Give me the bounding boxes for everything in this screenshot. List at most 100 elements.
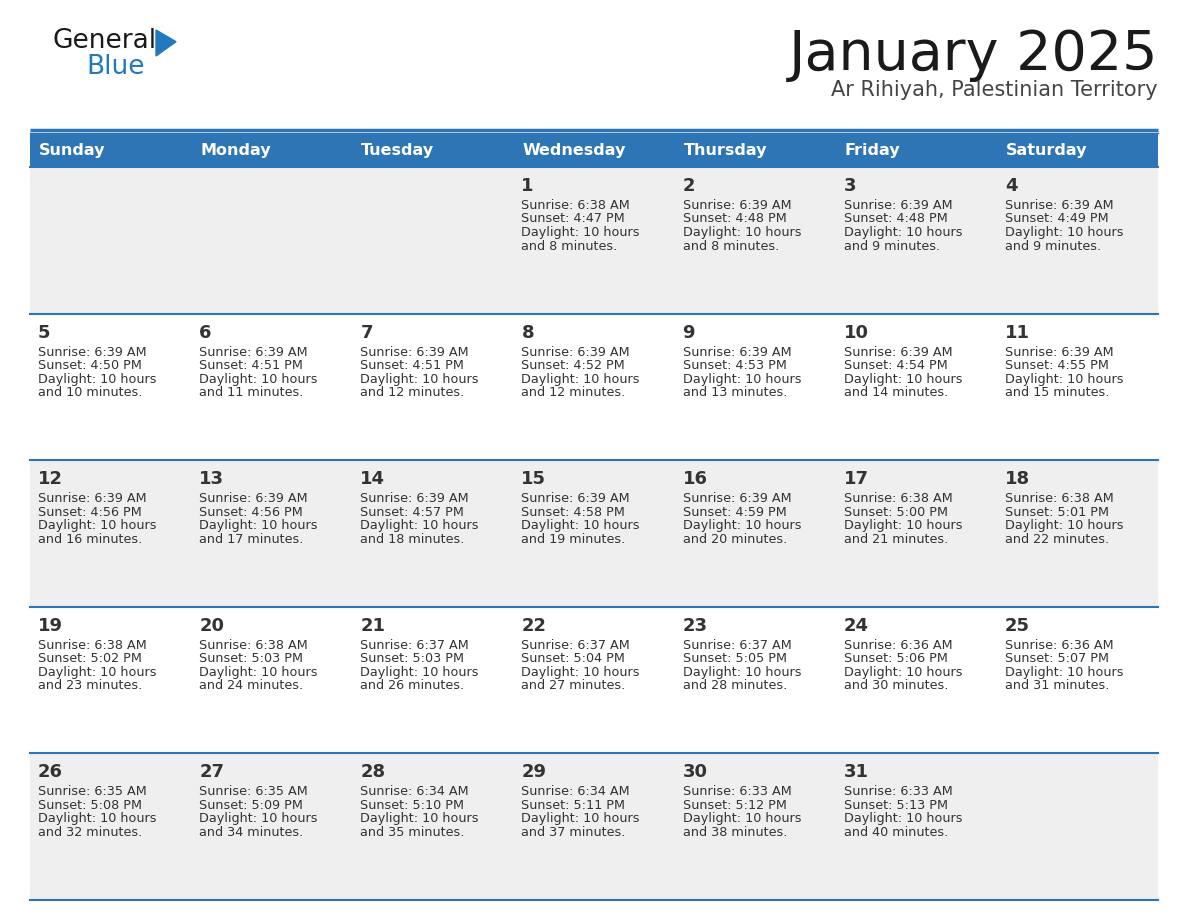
Text: and 21 minutes.: and 21 minutes. — [843, 532, 948, 545]
Text: and 9 minutes.: and 9 minutes. — [1005, 240, 1101, 252]
Text: and 12 minutes.: and 12 minutes. — [522, 386, 626, 399]
Text: Sunset: 4:56 PM: Sunset: 4:56 PM — [38, 506, 141, 519]
Text: Sunrise: 6:34 AM: Sunrise: 6:34 AM — [360, 786, 469, 799]
Text: Sunrise: 6:33 AM: Sunrise: 6:33 AM — [843, 786, 953, 799]
Text: Sunset: 4:54 PM: Sunset: 4:54 PM — [843, 359, 948, 372]
Text: Daylight: 10 hours: Daylight: 10 hours — [522, 666, 640, 678]
Text: Sunrise: 6:36 AM: Sunrise: 6:36 AM — [1005, 639, 1113, 652]
Text: Sunset: 5:01 PM: Sunset: 5:01 PM — [1005, 506, 1108, 519]
Text: Sunset: 4:55 PM: Sunset: 4:55 PM — [1005, 359, 1108, 372]
Text: and 31 minutes.: and 31 minutes. — [1005, 679, 1110, 692]
Text: Sunset: 4:53 PM: Sunset: 4:53 PM — [683, 359, 786, 372]
Text: Saturday: Saturday — [1006, 142, 1087, 158]
FancyBboxPatch shape — [997, 133, 1158, 167]
Text: Daylight: 10 hours: Daylight: 10 hours — [683, 812, 801, 825]
Text: Daylight: 10 hours: Daylight: 10 hours — [522, 812, 640, 825]
Text: Sunrise: 6:37 AM: Sunrise: 6:37 AM — [683, 639, 791, 652]
FancyBboxPatch shape — [353, 133, 513, 167]
Text: Sunrise: 6:39 AM: Sunrise: 6:39 AM — [522, 345, 630, 359]
Text: Sunset: 5:09 PM: Sunset: 5:09 PM — [200, 799, 303, 812]
Text: January 2025: January 2025 — [789, 28, 1158, 82]
Text: Sunrise: 6:37 AM: Sunrise: 6:37 AM — [360, 639, 469, 652]
Text: 19: 19 — [38, 617, 63, 635]
Text: General: General — [52, 28, 156, 54]
Text: and 27 minutes.: and 27 minutes. — [522, 679, 626, 692]
Text: Blue: Blue — [86, 54, 145, 80]
Text: Monday: Monday — [200, 142, 271, 158]
Text: Daylight: 10 hours: Daylight: 10 hours — [200, 520, 317, 532]
Text: Sunrise: 6:38 AM: Sunrise: 6:38 AM — [38, 639, 147, 652]
Text: 9: 9 — [683, 324, 695, 341]
Text: Sunrise: 6:39 AM: Sunrise: 6:39 AM — [843, 199, 953, 212]
Text: Sunrise: 6:38 AM: Sunrise: 6:38 AM — [200, 639, 308, 652]
Text: Sunset: 4:47 PM: Sunset: 4:47 PM — [522, 212, 625, 226]
Text: and 19 minutes.: and 19 minutes. — [522, 532, 626, 545]
Text: 5: 5 — [38, 324, 51, 341]
Text: and 30 minutes.: and 30 minutes. — [843, 679, 948, 692]
Text: Sunset: 5:02 PM: Sunset: 5:02 PM — [38, 653, 141, 666]
Text: 27: 27 — [200, 764, 225, 781]
Text: Sunset: 5:12 PM: Sunset: 5:12 PM — [683, 799, 786, 812]
Text: and 22 minutes.: and 22 minutes. — [1005, 532, 1108, 545]
FancyBboxPatch shape — [30, 754, 1158, 900]
Text: Sunset: 5:04 PM: Sunset: 5:04 PM — [522, 653, 625, 666]
Text: Daylight: 10 hours: Daylight: 10 hours — [360, 520, 479, 532]
FancyBboxPatch shape — [513, 133, 675, 167]
Polygon shape — [156, 30, 176, 56]
Text: 7: 7 — [360, 324, 373, 341]
Text: Sunset: 5:08 PM: Sunset: 5:08 PM — [38, 799, 143, 812]
Text: 3: 3 — [843, 177, 857, 195]
Text: and 11 minutes.: and 11 minutes. — [200, 386, 303, 399]
Text: 14: 14 — [360, 470, 385, 488]
Text: 28: 28 — [360, 764, 385, 781]
FancyBboxPatch shape — [835, 133, 997, 167]
Text: and 16 minutes.: and 16 minutes. — [38, 532, 143, 545]
Text: Sunrise: 6:39 AM: Sunrise: 6:39 AM — [38, 345, 146, 359]
Text: and 18 minutes.: and 18 minutes. — [360, 532, 465, 545]
Text: Daylight: 10 hours: Daylight: 10 hours — [683, 520, 801, 532]
Text: and 17 minutes.: and 17 minutes. — [200, 532, 303, 545]
Text: and 23 minutes.: and 23 minutes. — [38, 679, 143, 692]
Text: 24: 24 — [843, 617, 868, 635]
Text: 10: 10 — [843, 324, 868, 341]
Text: Sunrise: 6:39 AM: Sunrise: 6:39 AM — [360, 492, 469, 505]
Text: 16: 16 — [683, 470, 708, 488]
Text: 25: 25 — [1005, 617, 1030, 635]
Text: Daylight: 10 hours: Daylight: 10 hours — [38, 373, 157, 386]
Text: 2: 2 — [683, 177, 695, 195]
Text: 23: 23 — [683, 617, 708, 635]
Text: Daylight: 10 hours: Daylight: 10 hours — [522, 520, 640, 532]
Text: Sunset: 4:50 PM: Sunset: 4:50 PM — [38, 359, 141, 372]
FancyBboxPatch shape — [30, 167, 1158, 314]
Text: Daylight: 10 hours: Daylight: 10 hours — [200, 812, 317, 825]
Text: Sunset: 5:03 PM: Sunset: 5:03 PM — [200, 653, 303, 666]
Text: 26: 26 — [38, 764, 63, 781]
Text: Sunset: 5:05 PM: Sunset: 5:05 PM — [683, 653, 786, 666]
Text: Sunrise: 6:39 AM: Sunrise: 6:39 AM — [522, 492, 630, 505]
Text: Daylight: 10 hours: Daylight: 10 hours — [683, 373, 801, 386]
FancyBboxPatch shape — [30, 314, 1158, 460]
Text: Sunset: 4:52 PM: Sunset: 4:52 PM — [522, 359, 625, 372]
Text: Sunset: 5:11 PM: Sunset: 5:11 PM — [522, 799, 625, 812]
Text: Sunrise: 6:39 AM: Sunrise: 6:39 AM — [683, 492, 791, 505]
Text: Daylight: 10 hours: Daylight: 10 hours — [843, 666, 962, 678]
Text: 29: 29 — [522, 764, 546, 781]
Text: Daylight: 10 hours: Daylight: 10 hours — [843, 812, 962, 825]
Text: Sunset: 5:03 PM: Sunset: 5:03 PM — [360, 653, 465, 666]
Text: Sunrise: 6:39 AM: Sunrise: 6:39 AM — [360, 345, 469, 359]
Text: Daylight: 10 hours: Daylight: 10 hours — [1005, 226, 1124, 239]
Text: Daylight: 10 hours: Daylight: 10 hours — [683, 226, 801, 239]
Text: 20: 20 — [200, 617, 225, 635]
Text: 8: 8 — [522, 324, 535, 341]
Text: 18: 18 — [1005, 470, 1030, 488]
Text: Sunrise: 6:35 AM: Sunrise: 6:35 AM — [200, 786, 308, 799]
Text: Daylight: 10 hours: Daylight: 10 hours — [1005, 666, 1124, 678]
Text: Friday: Friday — [845, 142, 901, 158]
Text: Sunset: 5:10 PM: Sunset: 5:10 PM — [360, 799, 465, 812]
Text: and 40 minutes.: and 40 minutes. — [843, 826, 948, 839]
Text: Sunset: 5:06 PM: Sunset: 5:06 PM — [843, 653, 948, 666]
Text: and 10 minutes.: and 10 minutes. — [38, 386, 143, 399]
Text: 21: 21 — [360, 617, 385, 635]
Text: Tuesday: Tuesday — [361, 142, 435, 158]
Text: Ar Rihiyah, Palestinian Territory: Ar Rihiyah, Palestinian Territory — [832, 80, 1158, 100]
